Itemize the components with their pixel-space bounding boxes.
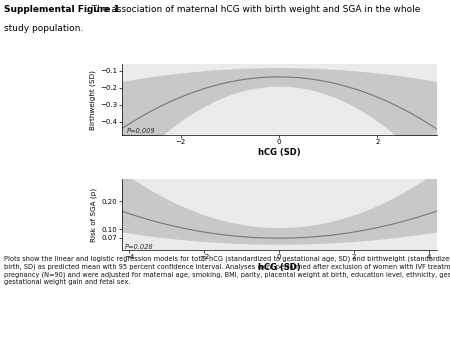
Y-axis label: Risk of SGA (p): Risk of SGA (p) bbox=[91, 188, 97, 242]
Text: study population.: study population. bbox=[4, 24, 84, 33]
Text: P=0.028: P=0.028 bbox=[125, 244, 154, 250]
Y-axis label: Birthweight (SD): Birthweight (SD) bbox=[90, 70, 96, 130]
X-axis label: hCG (SD): hCG (SD) bbox=[258, 148, 300, 157]
Text: P=0.009: P=0.009 bbox=[126, 128, 155, 134]
Text: Supplemental Figure 1: Supplemental Figure 1 bbox=[4, 5, 121, 14]
X-axis label: hCG (SD): hCG (SD) bbox=[258, 263, 300, 272]
Text: Plots show the linear and logistic regression models for total hCG (standardized: Plots show the linear and logistic regre… bbox=[4, 255, 450, 285]
Text: . The association of maternal hCG with birth weight and SGA in the whole: . The association of maternal hCG with b… bbox=[86, 5, 421, 14]
